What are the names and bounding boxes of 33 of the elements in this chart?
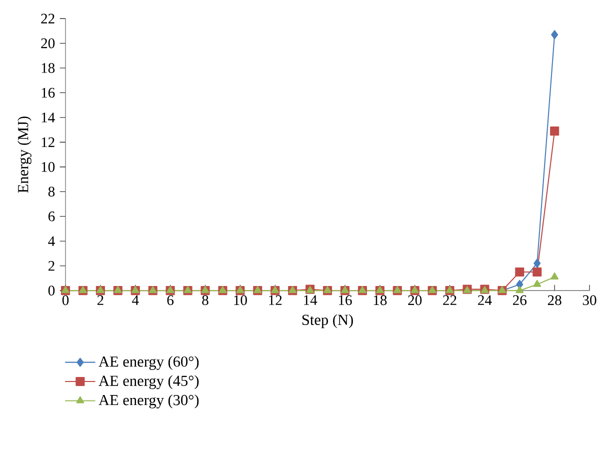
y-tick-label: 22: [41, 14, 54, 24]
x-tick-label: 20: [408, 295, 422, 306]
y-tick-label: 10: [42, 162, 55, 172]
legend-label: AE energy (60°): [98, 356, 199, 370]
y-tick-label: 0: [48, 286, 55, 296]
x-tick-label: 4: [132, 295, 139, 305]
x-tick-label: 0: [62, 295, 69, 306]
x-tick-label: 22: [443, 295, 456, 305]
y-tick-label: 18: [42, 63, 55, 73]
legend-label: AE energy (45°): [98, 375, 199, 390]
y-tick-label: 14: [42, 112, 55, 122]
x-tick-label: 14: [304, 295, 318, 305]
x-tick-label: 6: [167, 295, 174, 306]
y-tick-label: 4: [48, 236, 55, 246]
x-axis-title: Step (N): [302, 314, 353, 328]
x-tick-label: 8: [202, 295, 208, 306]
x-tick-label: 26: [512, 295, 527, 306]
y-tick-label: 16: [42, 88, 55, 98]
y-tick-label: 12: [42, 137, 54, 148]
y-tick-label: 2: [48, 261, 54, 271]
y-tick-label: 8: [48, 186, 55, 197]
x-tick-label: 12: [269, 295, 282, 305]
x-tick-label: 10: [234, 295, 247, 306]
y-axis-title: Energy (MJ): [18, 116, 32, 193]
legend-label: AE energy (30°): [98, 394, 199, 408]
x-tick-label: 24: [478, 295, 492, 305]
x-tick-label: 16: [338, 295, 352, 306]
y-tick-label: 20: [41, 38, 55, 48]
x-tick-label: 18: [374, 295, 387, 306]
y-tick-label: 6: [48, 211, 55, 222]
x-tick-label: 28: [548, 295, 562, 306]
x-tick-label: 30: [582, 295, 596, 306]
x-tick-label: 2: [97, 295, 104, 305]
